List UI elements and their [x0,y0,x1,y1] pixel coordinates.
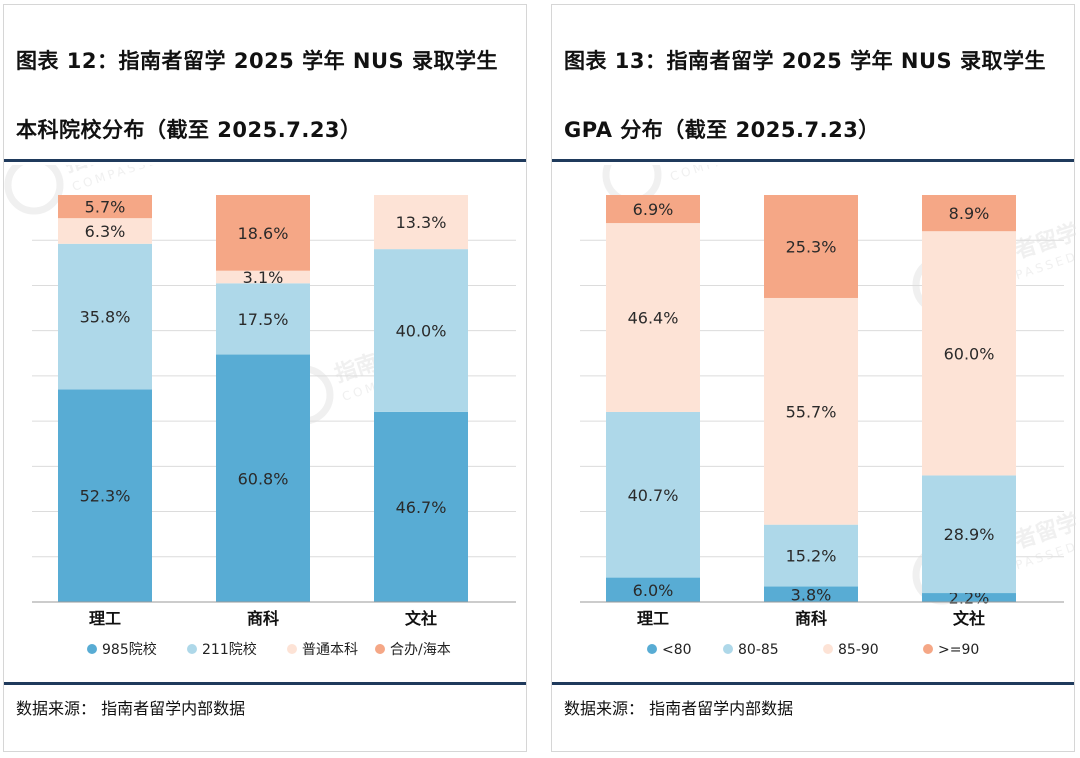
bar-segment-80-85-1 [764,524,858,587]
bar-segment-90-2 [922,195,1016,232]
data-label: 5.7% [85,198,126,217]
legend-label: <80 [662,642,692,658]
bar-segment-80-85-0 [606,411,700,578]
legend-swatch-item [287,644,297,654]
bar-segment-211-1 [216,283,310,355]
x-tick-label: 文社 [953,609,985,628]
chart-panel-undergrad: 图表 12：指南者留学 2025 学年 NUS 录取学生 本科院校分布（截至 2… [3,4,527,752]
bar-segment-85-90-1 [764,297,858,525]
stacked-bar-chart-gpa: 指南者留学COMPASSEDU指南者留学COMPASSEDU指南者留学COMPA… [580,165,1076,658]
data-label: 60.8% [238,469,289,488]
legend-swatch-211 [187,644,197,654]
data-label: 3.8% [791,585,832,604]
bar-segment-211-2 [374,249,468,412]
legend-label: 85-90 [838,642,879,658]
bar-segment-80-0 [606,577,700,602]
legend-swatch-80 [647,644,657,654]
x-tick-label: 商科 [795,609,827,628]
bar-segment-85-90-0 [606,223,700,412]
data-label: 15.2% [786,547,837,566]
bar-segment-985-1 [216,354,310,602]
bar-segment-item-0 [58,195,152,219]
chart-title-line1: 图表 12：指南者留学 2025 学年 NUS 录取学生 [16,49,498,73]
data-label: 17.5% [238,310,289,329]
bar-segment-85-90-2 [922,231,1016,476]
bar-segment-item-0 [58,218,152,244]
bar-segment-211-0 [58,243,152,390]
legend-label: 985院校 [102,641,157,658]
bar-segment-80-1 [764,586,858,602]
bar-segment-80-85-2 [922,475,1016,594]
data-label: 13.3% [396,213,447,232]
data-label: 40.7% [628,486,679,505]
header-rule [4,159,526,162]
stacked-bar-chart-undergrad: 指南者留学COMPASSEDU指南者留学COMPASSEDU52.3%35.8%… [4,165,516,658]
data-label: 46.7% [396,498,447,517]
data-label: 40.0% [396,322,447,341]
bar-segment-item-1 [216,195,310,271]
data-source-note: 数据来源： 指南者留学内部数据 [16,699,246,718]
x-tick-label: 文社 [405,609,437,628]
data-label: 60.0% [944,344,995,363]
legend-swatch-item [375,644,385,654]
data-label: 3.1% [243,268,284,287]
data-label: 18.6% [238,224,289,243]
footer-rule [4,682,526,685]
data-label: 28.9% [944,525,995,544]
data-label: 2.2% [949,589,990,608]
data-label: 46.4% [628,309,679,328]
chart-title-line2: 本科院校分布（截至 2025.7.23） [16,118,362,142]
legend-label: 普通本科 [302,642,358,658]
chart-title-line1: 图表 13：指南者留学 2025 学年 NUS 录取学生 [564,49,1046,73]
data-label: 8.9% [949,204,990,223]
data-label: 6.3% [85,222,126,241]
legend-label: 合办/海本 [390,642,451,658]
data-label: 55.7% [786,402,837,421]
footer-rule [552,682,1074,685]
x-tick-label: 商科 [247,609,279,628]
bar-segment-985-2 [374,411,468,602]
bar-segment-90-0 [606,195,700,224]
chart-panel-gpa: 图表 13：指南者留学 2025 学年 NUS 录取学生 GPA 分布（截至 2… [551,4,1076,752]
legend-swatch-90 [923,644,933,654]
data-label: 25.3% [786,237,837,256]
x-tick-label: 理工 [89,609,121,628]
chart-title-line2: GPA 分布（截至 2025.7.23） [564,118,880,142]
data-source-note: 数据来源： 指南者留学内部数据 [564,699,794,718]
header-rule [552,159,1074,162]
bar-segment-80-2 [922,593,1016,602]
data-label: 35.8% [80,308,131,327]
legend-label: 211院校 [202,641,257,658]
bar-segment-985-0 [58,389,152,602]
data-label: 6.9% [633,200,674,219]
watermark-text-en: COMPASSEDU [668,165,780,184]
bar-segment-item-2 [374,195,468,250]
bar-segment-item-1 [216,270,310,284]
x-tick-label: 理工 [637,609,669,628]
legend-swatch-80-85 [723,644,733,654]
data-label: 52.3% [80,487,131,506]
bar-segment-90-1 [764,195,858,298]
legend-swatch-85-90 [823,644,833,654]
legend-label: 80-85 [738,642,779,658]
legend-label: >=90 [938,642,979,658]
legend-swatch-985 [87,644,97,654]
data-label: 6.0% [633,581,674,600]
